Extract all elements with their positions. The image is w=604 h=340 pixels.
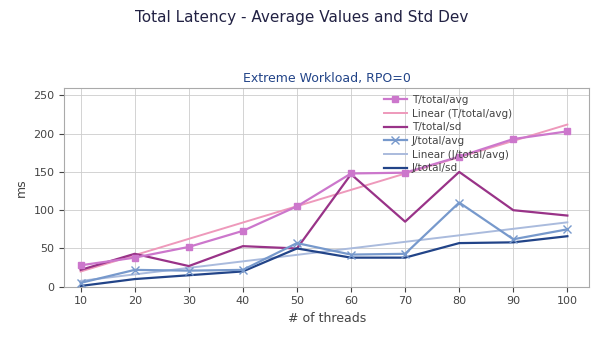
Line: J/total/sd: J/total/sd	[80, 236, 567, 286]
T/total/avg	[564, 129, 571, 133]
Linear (T/total/avg)	[347, 188, 355, 192]
Y-axis label: ms: ms	[15, 178, 28, 197]
J/total/sd	[347, 256, 355, 260]
T/total/sd	[402, 220, 409, 224]
J/total/sd	[239, 269, 246, 273]
Linear (T/total/avg)	[294, 204, 301, 208]
T/total/avg	[402, 171, 409, 175]
Linear (T/total/avg)	[239, 220, 246, 224]
J/total/avg	[185, 269, 193, 273]
J/total/sd	[185, 273, 193, 277]
Linear (J/total/avg)	[510, 227, 517, 231]
Linear (T/total/avg)	[402, 171, 409, 175]
Linear (J/total/avg)	[564, 220, 571, 224]
J/total/avg	[564, 227, 571, 231]
T/total/avg	[131, 256, 138, 260]
Linear (J/total/avg)	[347, 246, 355, 250]
Linear (T/total/avg)	[185, 237, 193, 241]
T/total/avg	[185, 245, 193, 249]
T/total/avg	[239, 229, 246, 233]
Linear (J/total/avg)	[131, 272, 138, 276]
Title: Extreme Workload, RPO=0: Extreme Workload, RPO=0	[243, 72, 411, 85]
Linear (J/total/avg)	[455, 233, 463, 237]
J/total/sd	[77, 284, 84, 288]
T/total/sd	[239, 244, 246, 248]
J/total/avg	[77, 281, 84, 285]
T/total/avg	[347, 171, 355, 175]
Linear (T/total/avg)	[510, 139, 517, 143]
T/total/avg	[77, 263, 84, 267]
J/total/avg	[347, 253, 355, 257]
T/total/sd	[131, 252, 138, 256]
J/total/sd	[402, 256, 409, 260]
T/total/sd	[455, 170, 463, 174]
J/total/sd	[564, 234, 571, 238]
J/total/avg	[455, 201, 463, 205]
Linear (T/total/avg)	[77, 270, 84, 274]
J/total/sd	[510, 240, 517, 244]
Linear (J/total/avg)	[239, 259, 246, 264]
Linear (T/total/avg)	[131, 253, 138, 257]
Line: J/total/avg: J/total/avg	[77, 199, 571, 287]
T/total/sd	[347, 172, 355, 176]
J/total/avg	[131, 268, 138, 272]
Linear (J/total/avg)	[402, 240, 409, 244]
Linear (J/total/avg)	[77, 279, 84, 283]
J/total/avg	[510, 237, 517, 241]
J/total/avg	[294, 241, 301, 245]
T/total/sd	[185, 264, 193, 268]
T/total/sd	[564, 214, 571, 218]
T/total/avg	[455, 155, 463, 159]
T/total/avg	[294, 204, 301, 208]
Line: T/total/avg: T/total/avg	[77, 128, 571, 268]
J/total/avg	[239, 268, 246, 272]
Linear (J/total/avg)	[294, 253, 301, 257]
T/total/sd	[77, 268, 84, 272]
T/total/sd	[510, 208, 517, 212]
Text: Total Latency - Average Values and Std Dev: Total Latency - Average Values and Std D…	[135, 10, 469, 25]
Linear (J/total/avg)	[185, 266, 193, 270]
Linear (T/total/avg)	[564, 122, 571, 126]
Line: T/total/sd: T/total/sd	[80, 172, 567, 270]
J/total/avg	[402, 252, 409, 256]
J/total/sd	[131, 277, 138, 281]
Line: Linear (T/total/avg): Linear (T/total/avg)	[80, 124, 567, 272]
Line: Linear (J/total/avg): Linear (J/total/avg)	[80, 222, 567, 281]
Legend: T/total/avg, Linear (T/total/avg), T/total/sd, J/total/avg, Linear (J/total/avg): T/total/avg, Linear (T/total/avg), T/tot…	[382, 93, 514, 175]
X-axis label: # of threads: # of threads	[288, 312, 366, 325]
T/total/sd	[294, 246, 301, 251]
Linear (T/total/avg)	[455, 155, 463, 159]
T/total/avg	[510, 137, 517, 141]
J/total/sd	[294, 246, 301, 251]
J/total/sd	[455, 241, 463, 245]
